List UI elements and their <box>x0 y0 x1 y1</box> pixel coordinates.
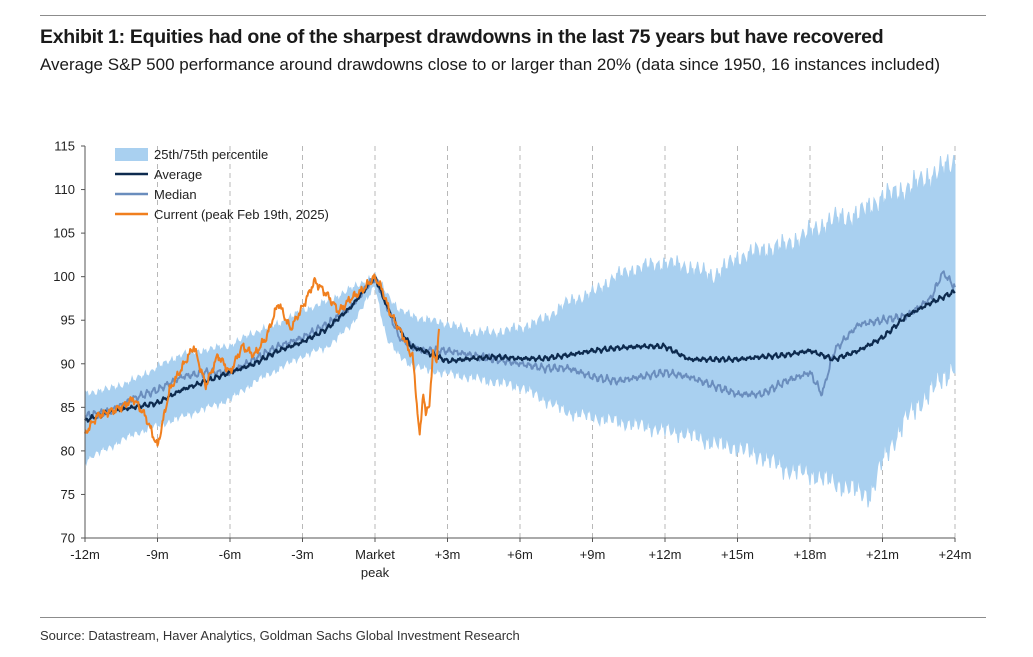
top-rule <box>40 15 986 16</box>
y-tick-label-4: 90 <box>61 356 75 371</box>
x-tick-label-2: -6m <box>219 547 241 562</box>
legend-label-0: Average <box>154 167 202 182</box>
bottom-rule <box>40 617 986 618</box>
y-tick-label-1: 75 <box>61 487 75 502</box>
series-layer <box>84 270 956 447</box>
legend-swatch-band <box>115 148 148 161</box>
legend-label-1: Median <box>154 187 197 202</box>
axis-layer: 70 75 80 85 90 95 100 105 110 115 -12m -9m -6m -3m Mar… <box>53 139 971 581</box>
x-tick-label-7: +9m <box>580 547 606 562</box>
y-tick-label-3: 85 <box>61 400 75 415</box>
x-tick-label-11: +21m <box>866 547 899 562</box>
x-tick-label-5: +3m <box>435 547 461 562</box>
percentile-band <box>84 154 956 508</box>
x-tick-label-4: Market <box>355 547 395 562</box>
source-note: Source: Datastream, Haver Analytics, Gol… <box>40 628 520 643</box>
x-tick-label-8: +12m <box>649 547 682 562</box>
y-tick-label-9: 115 <box>54 139 75 154</box>
x-tick-label-4-line2: peak <box>361 565 390 580</box>
x-tick-label-0: -12m <box>70 547 100 562</box>
y-tick-label-5: 95 <box>61 313 75 328</box>
y-tick-label-7: 105 <box>53 226 75 241</box>
x-tick-label-9: +15m <box>721 547 754 562</box>
x-tick-label-1: -9m <box>146 547 168 562</box>
y-tick-label-2: 80 <box>61 443 75 458</box>
x-tick-label-6: +6m <box>507 547 533 562</box>
drawdown-chart: 70 75 80 85 90 95 100 105 110 115 -12m -9m -6m -3m Mar… <box>53 139 971 581</box>
y-tick-label-8: 110 <box>54 182 75 197</box>
y-tick-label-6: 100 <box>53 269 75 284</box>
x-tick-label-12: +24m <box>939 547 972 562</box>
y-tick-label-0: 70 <box>61 531 75 546</box>
x-tick-label-10: +18m <box>794 547 827 562</box>
legend: 25th/75th percentile Average Median Current… <box>115 147 329 222</box>
legend-label-2: Current (peak Feb 19th, 2025) <box>154 207 329 222</box>
legend-label-band: 25th/75th percentile <box>154 147 268 162</box>
chart-title: Exhibit 1: Equities had one of the sharp… <box>40 26 884 48</box>
series-line-current <box>84 273 440 447</box>
x-tick-label-3: -3m <box>291 547 313 562</box>
chart-subtitle: Average S&P 500 performance around drawd… <box>40 55 940 74</box>
